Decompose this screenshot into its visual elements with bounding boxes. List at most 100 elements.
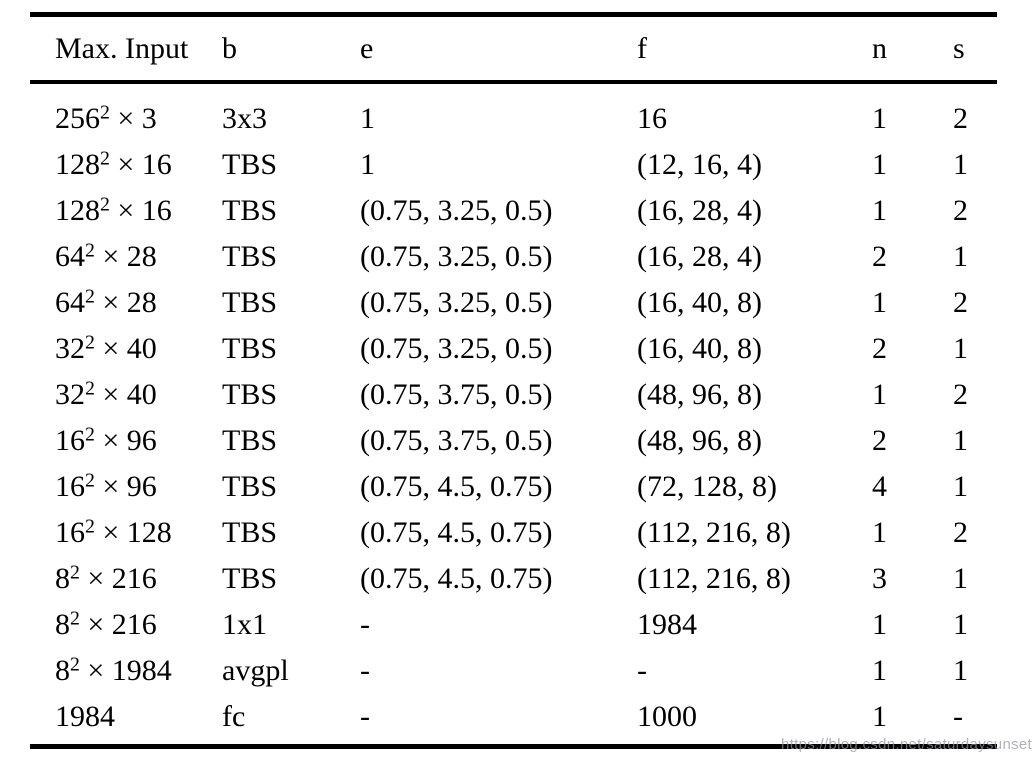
cell-max-input: 642 × 28 [55,239,157,273]
cell-n: 1 [872,516,887,549]
cell-s: 2 [953,378,968,411]
input-superscript: 2 [70,653,80,676]
table-row: 322 × 40 TBS (0.75, 3.25, 0.5) (16, 40, 8) 2… [30,326,997,372]
cell-max-input: 1282 × 16 [55,147,172,181]
cell-f: (16, 28, 4) [637,240,762,273]
table-row: 82 × 1984 avgpl - - 1 1 [30,648,997,694]
cell-e: - [360,700,370,733]
cell-n: 1 [872,608,887,641]
input-superscript: 2 [85,331,95,354]
cell-s: 1 [953,470,968,503]
cell-max-input: 82 × 1984 [55,653,172,687]
cell-e: - [360,654,370,687]
column-header-max-input: Max. Input [55,31,189,65]
cell-s: - [953,700,963,733]
column-header-e: e [360,31,374,65]
cell-n: 1 [872,654,887,687]
cell-e: (0.75, 3.25, 0.5) [360,194,553,227]
input-superscript: 2 [100,193,110,216]
cell-f: (48, 96, 8) [637,424,762,457]
cell-e: (0.75, 4.5, 0.75) [360,562,553,595]
cell-b: TBS [222,194,278,227]
cell-n: 1 [872,148,887,181]
cell-b: TBS [222,148,278,181]
cell-s: 2 [953,102,968,135]
cell-s: 1 [953,240,968,273]
cell-f: - [637,654,647,687]
cell-e: (0.75, 3.75, 0.5) [360,378,553,411]
cell-n: 1 [872,700,887,733]
cell-s: 1 [953,148,968,181]
top-rule [30,12,997,17]
cell-e: 1 [360,148,375,181]
cell-b: fc [222,700,246,733]
cell-max-input: 1282 × 16 [55,193,172,227]
cell-b: TBS [222,424,278,457]
bottom-rule [30,744,997,749]
cell-max-input: 162 × 128 [55,515,172,549]
cell-f: (12, 16, 4) [637,148,762,181]
table-row: 162 × 128 TBS (0.75, 4.5, 0.75) (112, 216, … [30,510,997,556]
cell-s: 1 [953,562,968,595]
table-row: 642 × 28 TBS (0.75, 3.25, 0.5) (16, 28, 4) 2… [30,234,997,280]
cell-b: TBS [222,516,278,549]
cell-max-input: 322 × 40 [55,377,157,411]
cell-b: TBS [222,470,278,503]
column-header-b: b [222,31,237,65]
input-superscript: 2 [85,423,95,446]
cell-n: 1 [872,102,887,135]
table-row: 1282 × 16 TBS (0.75, 3.25, 0.5) (16, 28, 4)… [30,188,997,234]
mid-rule [30,80,997,84]
cell-max-input: 162 × 96 [55,423,157,457]
cell-s: 1 [953,424,968,457]
cell-n: 3 [872,562,887,595]
cell-b: TBS [222,378,278,411]
cell-max-input: 322 × 40 [55,331,157,365]
cell-n: 2 [872,240,887,273]
cell-f: (112, 216, 8) [637,516,791,549]
watermark-text: https://blog.csdn.net/saturdaysunset [781,736,1032,753]
cell-max-input: 162 × 96 [55,469,157,503]
cell-e: (0.75, 4.5, 0.75) [360,516,553,549]
cell-max-input: 1984 [55,700,115,733]
cell-e: (0.75, 3.25, 0.5) [360,240,553,273]
cell-f: (16, 28, 4) [637,194,762,227]
column-header-s: s [953,31,965,65]
header-row: Max. Input b e f n s [30,17,997,80]
table-row: 162 × 96 TBS (0.75, 4.5, 0.75) (72, 128, 8)… [30,464,997,510]
cell-b: TBS [222,562,278,595]
cell-e: - [360,608,370,641]
cell-n: 1 [872,378,887,411]
cell-b: TBS [222,240,278,273]
cell-e: 1 [360,102,375,135]
cell-s: 2 [953,194,968,227]
cell-f: (112, 216, 8) [637,562,791,595]
cell-s: 2 [953,516,968,549]
table-body-table: 2562 × 3 3x3 1 16 1 2 1282 × 16 TBS 1 (12, 16, 4)… [30,96,997,740]
cell-s: 1 [953,332,968,365]
cell-f: 1000 [637,700,697,733]
input-superscript: 2 [100,101,110,124]
table-row: 1984 fc - 1000 1 - [30,694,997,740]
column-header-f: f [637,31,647,65]
input-superscript: 2 [100,147,110,170]
table-row: 2562 × 3 3x3 1 16 1 2 [30,96,997,142]
table-row: 322 × 40 TBS (0.75, 3.75, 0.5) (48, 96, 8) 1… [30,372,997,418]
table-row: 642 × 28 TBS (0.75, 3.25, 0.5) (16, 40, 8) 1… [30,280,997,326]
cell-b: 3x3 [222,102,267,135]
cell-e: (0.75, 3.25, 0.5) [360,332,553,365]
table-row: 162 × 96 TBS (0.75, 3.75, 0.5) (48, 96, 8) 2… [30,418,997,464]
paper-table-container: Max. Input b e f n s 2562 × 3 3x3 1 16 1 2 128… [30,12,997,749]
table-row: 82 × 216 TBS (0.75, 4.5, 0.75) (112, 216, 8… [30,556,997,602]
cell-e: (0.75, 4.5, 0.75) [360,470,553,503]
input-superscript: 2 [70,561,80,584]
cell-e: (0.75, 3.25, 0.5) [360,286,553,319]
input-superscript: 2 [85,377,95,400]
cell-max-input: 82 × 216 [55,561,157,595]
input-superscript: 2 [85,469,95,492]
cell-f: (16, 40, 8) [637,332,762,365]
cell-e: (0.75, 3.75, 0.5) [360,424,553,457]
cell-s: 1 [953,654,968,687]
cell-b: TBS [222,286,278,319]
table-row: 82 × 216 1x1 - 1984 1 1 [30,602,997,648]
